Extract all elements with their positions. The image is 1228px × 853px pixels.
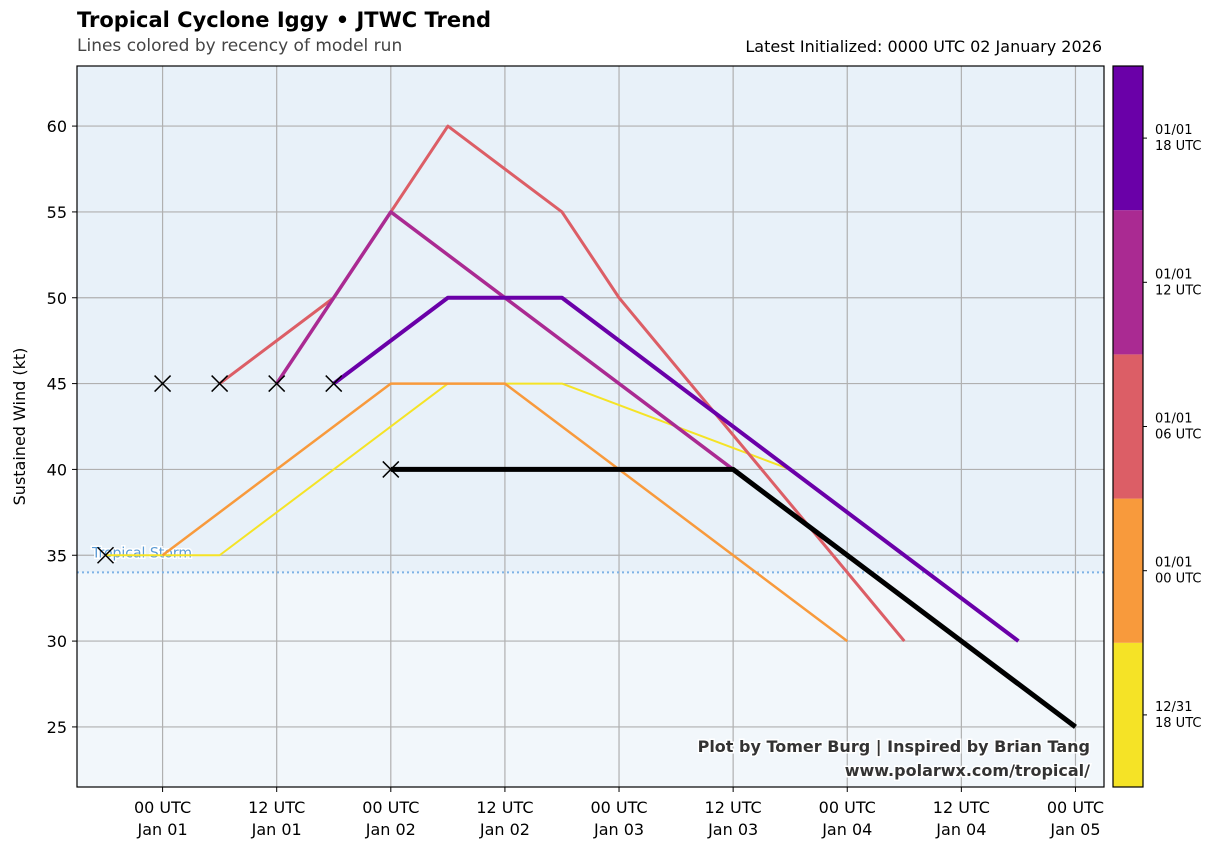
colorbar-label-date: 01/01 — [1155, 267, 1192, 282]
x-tick-label-time: 00 UTC — [362, 798, 419, 817]
series-line-01-01-00-UTC — [161, 382, 849, 643]
x-tick-label-date: Jan 03 — [707, 820, 758, 839]
y-tick-label: 35 — [47, 546, 67, 565]
colorbar-segment — [1113, 210, 1143, 355]
x-tick-label-date: Jan 03 — [593, 820, 644, 839]
y-tick-label: 55 — [47, 203, 67, 222]
x-tick-label-time: 12 UTC — [933, 798, 990, 817]
colorbar-label-date: 01/01 — [1155, 556, 1192, 571]
y-tick-label: 50 — [47, 289, 67, 308]
x-tick-label-time: 00 UTC — [134, 798, 191, 817]
colorbar-segment — [1113, 66, 1143, 211]
y-tick-label: 25 — [47, 718, 67, 737]
colorbar-segment — [1113, 354, 1143, 499]
y-tick-label: 40 — [47, 460, 67, 479]
x-tick-label-date: Jan 01 — [137, 820, 188, 839]
colorbar-label-time: 18 UTC — [1155, 139, 1201, 154]
latest-initialized: Latest Initialized: 0000 UTC 02 January … — [745, 37, 1102, 56]
x-tick-label-time: 12 UTC — [705, 798, 762, 817]
colorbar-segment — [1113, 642, 1143, 787]
x-tick-label-time: 00 UTC — [590, 798, 647, 817]
chart-title: Tropical Cyclone Iggy • JTWC Trend — [77, 8, 492, 32]
y-tick-label: 30 — [47, 632, 67, 651]
initial-position-x-marker — [211, 375, 229, 393]
x-tick-label-date: Jan 02 — [479, 820, 530, 839]
x-tick-label-date: Jan 02 — [365, 820, 416, 839]
initial-position-x-marker — [154, 375, 172, 393]
colorbar-segment — [1113, 498, 1143, 643]
initial-position-x-marker — [325, 375, 343, 393]
colorbar-frame — [1112, 65, 1144, 788]
x-tick-label-time: 00 UTC — [1047, 798, 1104, 817]
credit-line-1: Plot by Tomer Burg | Inspired by Brian T… — [698, 737, 1090, 757]
tropical-storm-label: Tropical Storm — [91, 545, 192, 561]
x-tick-label-date: Jan 04 — [821, 820, 872, 839]
series-line-01-01-18-UTC — [332, 295, 1020, 643]
colorbar-label-date: 01/01 — [1155, 412, 1192, 427]
x-tick-label-date: Jan 01 — [251, 820, 302, 839]
x-tick-label-time: 12 UTC — [476, 798, 533, 817]
initial-position-x-marker — [268, 375, 286, 393]
colorbar-label-date: 01/01 — [1155, 123, 1192, 138]
x-tick-label-date: Jan 05 — [1049, 820, 1100, 839]
series-line-01-02-00-UTC — [390, 466, 1077, 729]
x-tick-label-time: 00 UTC — [819, 798, 876, 817]
colorbar-label-time: 06 UTC — [1155, 428, 1201, 443]
y-tick-label: 60 — [47, 117, 67, 136]
series-line-01-01-06-UTC — [218, 124, 906, 643]
x-tick-label-time: 12 UTC — [248, 798, 305, 817]
initial-position-x-marker — [96, 546, 115, 564]
chart-subtitle: Lines colored by recency of model run — [77, 36, 403, 56]
below-threshold-background — [77, 572, 1104, 787]
initial-position-x-marker — [382, 460, 400, 478]
colorbar-label-time: 00 UTC — [1155, 572, 1201, 587]
colorbar-label-date: 12/31 — [1155, 700, 1192, 715]
x-tick-label-date: Jan 04 — [935, 820, 986, 839]
y-tick-label: 45 — [47, 375, 67, 394]
series-line-01-01-12-UTC — [275, 210, 735, 471]
colorbar-label-time: 12 UTC — [1155, 283, 1201, 298]
y-axis-label: Sustained Wind (kt) — [10, 348, 29, 506]
credit-line-2: www.polarwx.com/tropical/ — [845, 761, 1090, 780]
colorbar-label-time: 18 UTC — [1155, 716, 1201, 731]
plot-frame — [76, 65, 1105, 788]
